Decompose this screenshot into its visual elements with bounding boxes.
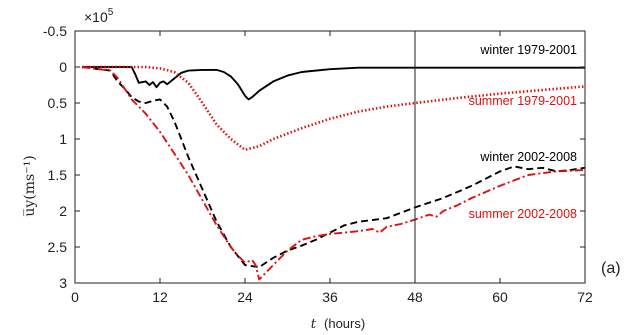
series-line-2 <box>81 66 586 269</box>
y-tick-label: 2.5 <box>48 239 68 255</box>
series-label-2: winter 2002-2008 <box>479 150 577 164</box>
panel-label: (a) <box>601 260 621 277</box>
series-label-0: winter 1979-2001 <box>479 43 577 57</box>
x-tick-label: 48 <box>407 289 423 305</box>
y-multiplier-exponent: 5 <box>108 7 114 18</box>
x-tick-label: 24 <box>237 289 253 305</box>
series-line-1 <box>82 65 586 152</box>
y-multiplier: ×105 <box>84 7 114 25</box>
x-axis-symbol: t <box>311 317 317 332</box>
series-line-0 <box>82 66 585 101</box>
y-tick-label: 0 <box>59 59 67 75</box>
y-tick-label: 1 <box>59 131 67 147</box>
y-tick-label: 1.5 <box>48 167 68 183</box>
series-line-3 <box>81 66 586 281</box>
x-tick-label: 0 <box>71 289 79 305</box>
y-tick-label: 0.5 <box>48 95 68 111</box>
x-axis-title: t (hours) <box>311 316 365 332</box>
y-tick-label: 2 <box>59 203 67 219</box>
x-tick-label: 60 <box>492 289 508 305</box>
y-tick-label: -0.5 <box>43 23 67 39</box>
series-label-3: summer 2002-2008 <box>469 207 577 221</box>
x-tick-label: 12 <box>152 289 168 305</box>
x-tick-label: 72 <box>577 289 593 305</box>
y-tick-label: 3 <box>59 275 67 291</box>
series-label-1: summer 1979-2001 <box>469 94 577 108</box>
x-tick-label: 36 <box>322 289 338 305</box>
y-axis-title: u̅y(ms⁻¹) <box>22 155 38 216</box>
x-axis-unit: (hours) <box>324 316 365 331</box>
